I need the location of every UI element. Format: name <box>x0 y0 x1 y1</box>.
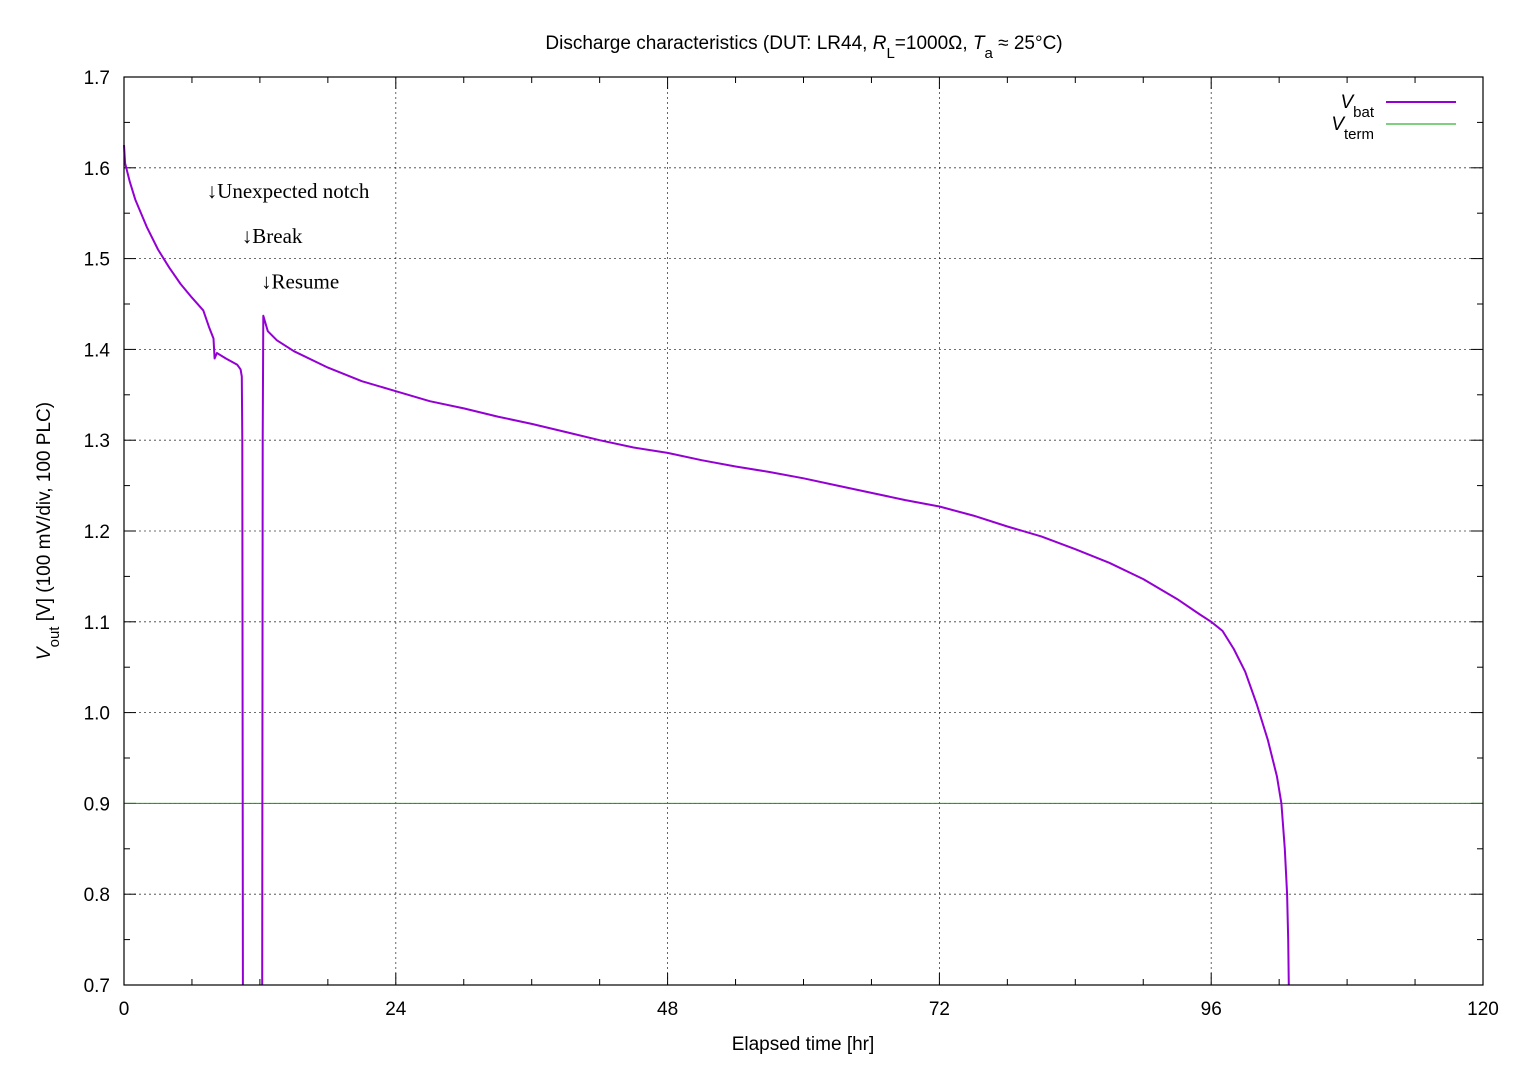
x-tick-label: 48 <box>657 999 678 1020</box>
vbat-line-segment-1 <box>123 145 244 986</box>
annotation-2: ↓Break <box>242 224 303 248</box>
y-tick-label: 1.5 <box>84 250 110 271</box>
x-tick-label: 120 <box>1467 999 1499 1020</box>
y-tick-label: 0.8 <box>84 885 110 906</box>
legend-label-vbat: Vbat <box>1340 92 1374 121</box>
series-layer <box>123 145 1483 986</box>
y-tick-label: 0.7 <box>84 976 110 997</box>
x-tick-label: 0 <box>119 999 130 1020</box>
tick-labels: 0 24 48 72 96 120 0.7 0.8 0.9 1.0 1.1 1.2 1.3 1.4 1.5 1… <box>84 68 1499 1020</box>
annotation-1: ↓Unexpected notch <box>207 179 370 203</box>
vbat-line-segment-2 <box>261 314 1290 986</box>
x-axis-title: Elapsed time [hr] <box>732 1034 875 1055</box>
y-tick-label: 0.9 <box>84 794 110 815</box>
y-tick-label: 1.6 <box>84 159 110 180</box>
legend: Vbat Vterm <box>1331 92 1456 143</box>
x-tick-label: 24 <box>385 999 407 1020</box>
annotations: ↓Unexpected notch ↓Break ↓Resume <box>207 179 370 294</box>
x-tick-label: 96 <box>1201 999 1222 1020</box>
y-tick-label: 1.4 <box>84 340 111 361</box>
annotation-3: ↓Resume <box>261 270 339 294</box>
plot-frame <box>123 76 1484 986</box>
y-tick-label: 1.1 <box>84 613 110 634</box>
legend-label-vterm: Vterm <box>1331 114 1374 143</box>
axis-ticks <box>123 76 1484 986</box>
y-tick-label: 1.3 <box>84 431 110 452</box>
y-tick-label: 1.7 <box>84 68 110 89</box>
x-tick-label: 72 <box>929 999 950 1020</box>
y-tick-label: 1.2 <box>84 522 110 543</box>
chart-title: Discharge characteristics (DUT: LR44, RL… <box>545 33 1062 62</box>
y-tick-label: 1.0 <box>84 704 110 725</box>
y-axis-title: Vout [V] (100 mV/div, 100 PLC) <box>34 402 63 660</box>
